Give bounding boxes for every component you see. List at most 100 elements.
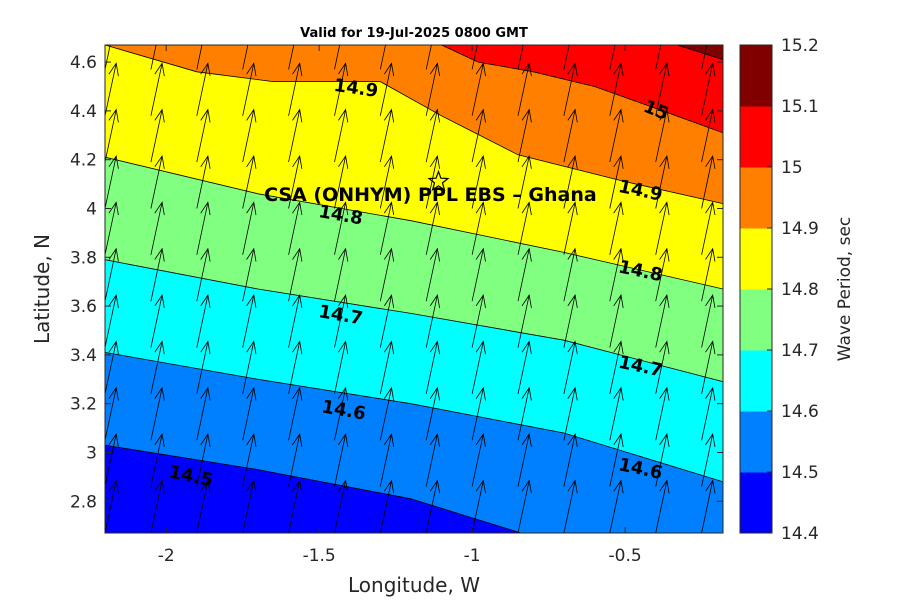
vector-arrow bbox=[150, 479, 165, 533]
colorbar-tick-label: 14.5 bbox=[781, 463, 819, 483]
vector-arrow bbox=[471, 294, 486, 348]
vector-arrow bbox=[563, 294, 578, 348]
vector-arrow bbox=[288, 45, 295, 70]
vector-arrow bbox=[517, 45, 524, 70]
vector-arrow bbox=[242, 154, 257, 209]
vector-arrow bbox=[196, 479, 211, 533]
vector-arrow bbox=[379, 386, 395, 441]
vector-arrow bbox=[563, 386, 578, 441]
contour-line-15.1 bbox=[676, 45, 723, 60]
vector-arrow bbox=[196, 340, 211, 394]
vector-arrow bbox=[425, 62, 440, 116]
vector-arrow bbox=[563, 433, 578, 487]
vector-arrow bbox=[701, 201, 716, 255]
vector-arrow bbox=[517, 479, 532, 533]
colorbar-tick-label: 15.2 bbox=[781, 36, 819, 56]
vector-arrow bbox=[471, 433, 486, 487]
vector-arrow bbox=[242, 340, 257, 394]
vector-arrow bbox=[655, 479, 670, 533]
vector-arrow bbox=[105, 62, 119, 116]
vector-arrow bbox=[288, 201, 303, 255]
vector-arrow bbox=[196, 433, 211, 487]
contour-line-14.6 bbox=[105, 352, 723, 483]
vector-arrow bbox=[196, 62, 211, 116]
vector-arrow bbox=[196, 294, 211, 348]
x-axis: -2 -1.5 -1 -0.5 bbox=[158, 45, 642, 566]
colorbar: 14.4 14.5 14.6 14.7 14.8 14.9 15 15.1 15.2 bbox=[739, 36, 819, 544]
vector-arrow bbox=[196, 108, 211, 163]
vector-arrow bbox=[242, 386, 257, 441]
vector-arrow bbox=[471, 247, 486, 302]
vector-arrow bbox=[334, 340, 349, 394]
vector-arrow bbox=[105, 201, 119, 255]
x-tick-label: -1.5 bbox=[303, 546, 336, 566]
vector-arrow bbox=[242, 62, 257, 116]
vector-arrow bbox=[150, 154, 165, 209]
vector-arrow bbox=[471, 154, 486, 209]
vector-arrow bbox=[563, 45, 570, 70]
vector-arrow bbox=[609, 62, 624, 116]
colorbar-segment bbox=[740, 106, 772, 168]
vector-arrow bbox=[288, 479, 303, 533]
vector-arrow bbox=[150, 294, 165, 348]
vector-arrow bbox=[242, 45, 249, 70]
vector-arrow bbox=[563, 62, 578, 116]
y-tick-label: 3.4 bbox=[70, 346, 97, 366]
colorbar-segment bbox=[740, 411, 772, 473]
vector-arrow bbox=[379, 340, 395, 394]
x-tick-label: -0.5 bbox=[609, 546, 642, 566]
wave-direction-arrows bbox=[105, 45, 716, 533]
vector-arrow bbox=[288, 108, 303, 163]
vector-arrow bbox=[701, 247, 716, 302]
vector-arrow bbox=[563, 479, 578, 533]
vector-arrow bbox=[379, 294, 395, 348]
vector-arrow bbox=[288, 340, 303, 394]
vector-arrow bbox=[655, 45, 662, 70]
vector-arrow bbox=[334, 386, 349, 441]
vector-arrow bbox=[609, 479, 624, 533]
vector-arrow bbox=[701, 386, 716, 441]
y-tick-label: 4.6 bbox=[70, 53, 97, 73]
vector-arrow bbox=[701, 108, 716, 163]
vector-arrow bbox=[655, 154, 670, 209]
vector-arrow bbox=[701, 154, 716, 209]
vector-arrow bbox=[242, 108, 257, 163]
vector-arrow bbox=[105, 386, 119, 441]
vector-arrow bbox=[334, 154, 349, 209]
y-tick-label: 4.2 bbox=[70, 151, 97, 171]
vector-arrow bbox=[334, 294, 349, 348]
y-tick-label: 3.8 bbox=[70, 248, 97, 268]
vector-arrow bbox=[517, 108, 532, 163]
colorbar-tick-label: 15 bbox=[781, 158, 803, 178]
vector-arrow bbox=[517, 201, 532, 255]
vector-arrow bbox=[105, 247, 119, 302]
contour-line-14.7 bbox=[105, 259, 723, 383]
vector-arrow bbox=[196, 154, 211, 209]
vector-arrow bbox=[425, 479, 440, 533]
vector-arrow bbox=[242, 479, 257, 533]
y-tick-label: 3.2 bbox=[70, 395, 97, 415]
vector-arrow bbox=[609, 154, 624, 209]
vector-arrow bbox=[609, 247, 624, 302]
vector-arrow bbox=[609, 108, 624, 163]
vector-arrow bbox=[425, 433, 440, 487]
colorbar-tick-label: 14.7 bbox=[781, 341, 819, 361]
vector-arrow bbox=[655, 386, 670, 441]
vector-arrow bbox=[150, 62, 165, 116]
y-axis: 2.8 3 3.2 3.4 3.6 3.8 4 4.2 4.4 4.6 bbox=[70, 53, 723, 512]
vector-arrow bbox=[563, 247, 578, 302]
vector-arrow bbox=[563, 108, 578, 163]
vector-arrow bbox=[334, 201, 349, 255]
vector-arrow bbox=[150, 340, 165, 394]
vector-arrow bbox=[701, 479, 716, 533]
vector-arrow bbox=[425, 340, 440, 394]
x-tick-label: -2 bbox=[158, 546, 175, 566]
vector-arrow bbox=[701, 294, 716, 348]
vector-arrow bbox=[655, 62, 670, 116]
colorbar-segment bbox=[740, 167, 772, 229]
vector-arrow bbox=[609, 386, 624, 441]
vector-arrow bbox=[196, 45, 203, 70]
colorbar-segment bbox=[740, 350, 772, 412]
vector-arrow bbox=[425, 294, 440, 348]
